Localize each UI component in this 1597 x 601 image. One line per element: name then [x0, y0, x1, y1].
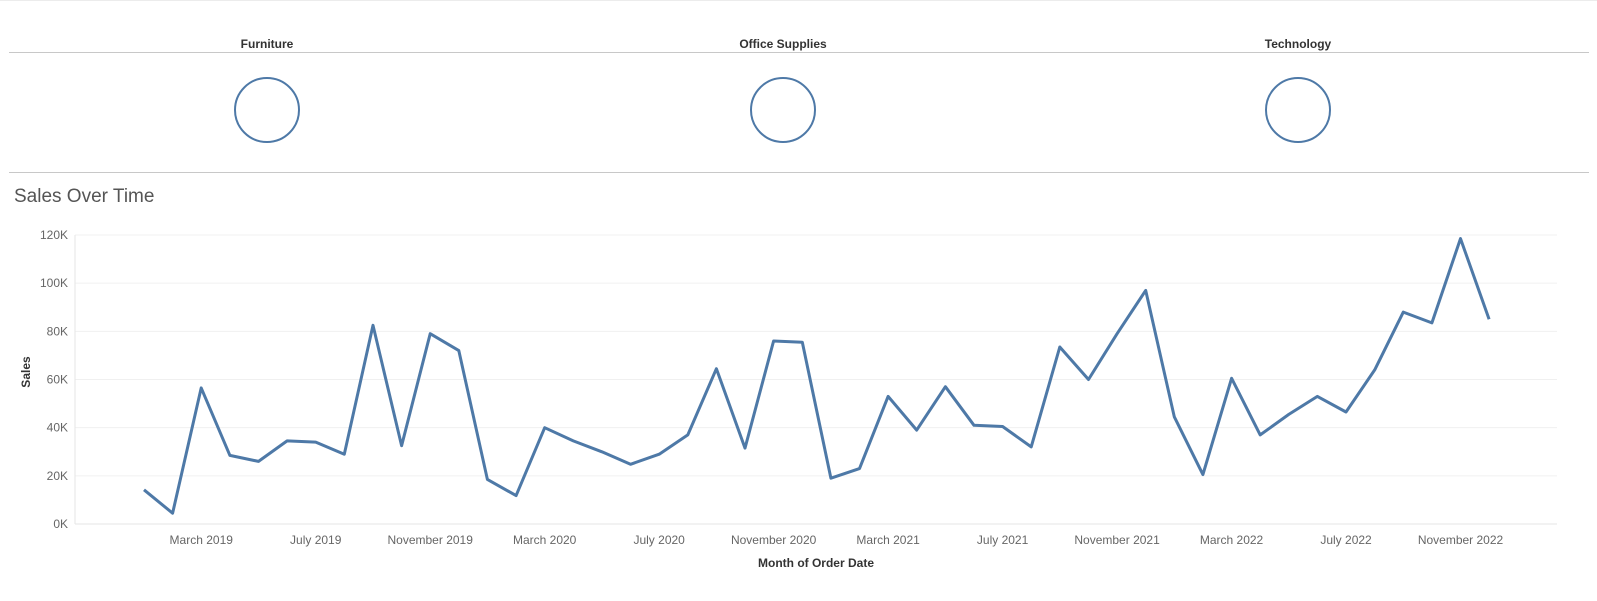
y-tick-label: 80K [47, 324, 68, 338]
data-point-2020-01[interactable] [483, 475, 491, 483]
data-point-2021-04[interactable] [913, 426, 921, 434]
data-point-2019-06[interactable] [283, 437, 291, 445]
data-point-2020-09[interactable] [712, 365, 720, 373]
x-tick-label: July 2021 [977, 533, 1029, 547]
x-tick-label: November 2019 [388, 533, 474, 547]
x-tick-label: November 2021 [1074, 533, 1160, 547]
y-tick-label: 40K [47, 421, 68, 435]
data-point-2020-07[interactable] [655, 450, 663, 458]
y-tick-label: 120K [40, 228, 68, 242]
section-divider [9, 172, 1589, 173]
data-point-2021-06[interactable] [970, 421, 978, 429]
category-panel: Furniture Office Supplies Technology [9, 0, 1589, 172]
data-point-2022-01[interactable] [1170, 413, 1178, 421]
data-point-2019-08[interactable] [340, 450, 348, 458]
y-tick-label: 20K [47, 469, 68, 483]
category-mark-office-supplies[interactable] [750, 77, 816, 143]
data-point-2022-06[interactable] [1313, 392, 1321, 400]
data-point-2021-05[interactable] [941, 383, 949, 391]
x-tick-label: March 2022 [1200, 533, 1264, 547]
category-mark-furniture[interactable] [234, 77, 300, 143]
category-header-technology: Technology [1264, 37, 1332, 51]
category-header-furniture: Furniture [240, 37, 294, 51]
x-tick-label: March 2021 [856, 533, 920, 547]
y-axis-title: Sales [19, 356, 33, 388]
x-tick-label: March 2020 [513, 533, 577, 547]
data-point-2022-04[interactable] [1256, 431, 1264, 439]
data-point-2022-12[interactable] [1485, 315, 1493, 323]
data-point-2021-12[interactable] [1142, 286, 1150, 294]
data-point-2021-08[interactable] [1027, 443, 1035, 451]
data-point-2022-03[interactable] [1228, 374, 1236, 382]
data-point-2021-02[interactable] [856, 465, 864, 473]
data-point-2019-10[interactable] [398, 442, 406, 450]
data-point-2022-08[interactable] [1371, 366, 1379, 374]
category-header-rule [9, 52, 1589, 53]
data-points [140, 235, 1493, 518]
chart-title: Sales Over Time [14, 186, 155, 207]
data-point-2020-11[interactable] [770, 337, 778, 345]
x-tick-label: July 2019 [290, 533, 342, 547]
data-point-2019-04[interactable] [226, 451, 234, 459]
y-tick-label: 0K [53, 517, 68, 531]
data-point-2020-02[interactable] [512, 492, 520, 500]
y-tick-label: 100K [40, 276, 68, 290]
data-point-2022-10[interactable] [1428, 319, 1436, 327]
sales-series-line [143, 237, 1491, 515]
data-point-2021-01[interactable] [827, 474, 835, 482]
data-point-2022-02[interactable] [1199, 471, 1207, 479]
data-point-2021-03[interactable] [884, 392, 892, 400]
data-point-2020-04[interactable] [569, 437, 577, 445]
x-tick-label: November 2022 [1418, 533, 1504, 547]
data-point-2019-05[interactable] [254, 457, 262, 465]
x-tick-label: July 2020 [633, 533, 685, 547]
data-point-2020-05[interactable] [598, 448, 606, 456]
data-point-2022-05[interactable] [1285, 410, 1293, 418]
data-point-2020-03[interactable] [541, 424, 549, 432]
gridlines [75, 234, 1557, 525]
data-point-2019-03[interactable] [197, 384, 205, 392]
data-point-2022-07[interactable] [1342, 408, 1350, 416]
data-point-2019-11[interactable] [426, 330, 434, 338]
data-point-2021-07[interactable] [999, 422, 1007, 430]
data-point-2020-12[interactable] [798, 338, 806, 346]
data-point-2019-12[interactable] [455, 347, 463, 355]
data-point-2020-08[interactable] [684, 431, 692, 439]
category-header-office-supplies: Office Supplies [739, 37, 827, 51]
x-axis-ticks: March 2019 July 2019 November 2019 March 20… [170, 533, 1504, 547]
x-tick-label: November 2020 [731, 533, 817, 547]
data-point-2020-06[interactable] [627, 460, 635, 468]
data-point-2019-02[interactable] [169, 509, 177, 517]
y-tick-label: 60K [47, 373, 68, 387]
data-point-2021-10[interactable] [1084, 376, 1092, 384]
data-point-2019-07[interactable] [312, 438, 320, 446]
data-point-2022-11[interactable] [1457, 235, 1465, 243]
data-point-2021-11[interactable] [1113, 330, 1121, 338]
data-point-2021-09[interactable] [1056, 343, 1064, 351]
category-mark-technology[interactable] [1265, 77, 1331, 143]
top-border [0, 0, 1597, 1]
y-axis-ticks: 0K 20K 40K 60K 80K 100K 120K [40, 228, 68, 531]
data-point-2022-09[interactable] [1399, 308, 1407, 316]
data-point-2019-01[interactable] [140, 486, 148, 494]
data-point-2020-10[interactable] [741, 444, 749, 452]
x-tick-label: July 2022 [1320, 533, 1372, 547]
x-tick-label: March 2019 [170, 533, 234, 547]
data-point-2019-09[interactable] [369, 321, 377, 329]
x-axis-title: Month of Order Date [758, 556, 874, 570]
